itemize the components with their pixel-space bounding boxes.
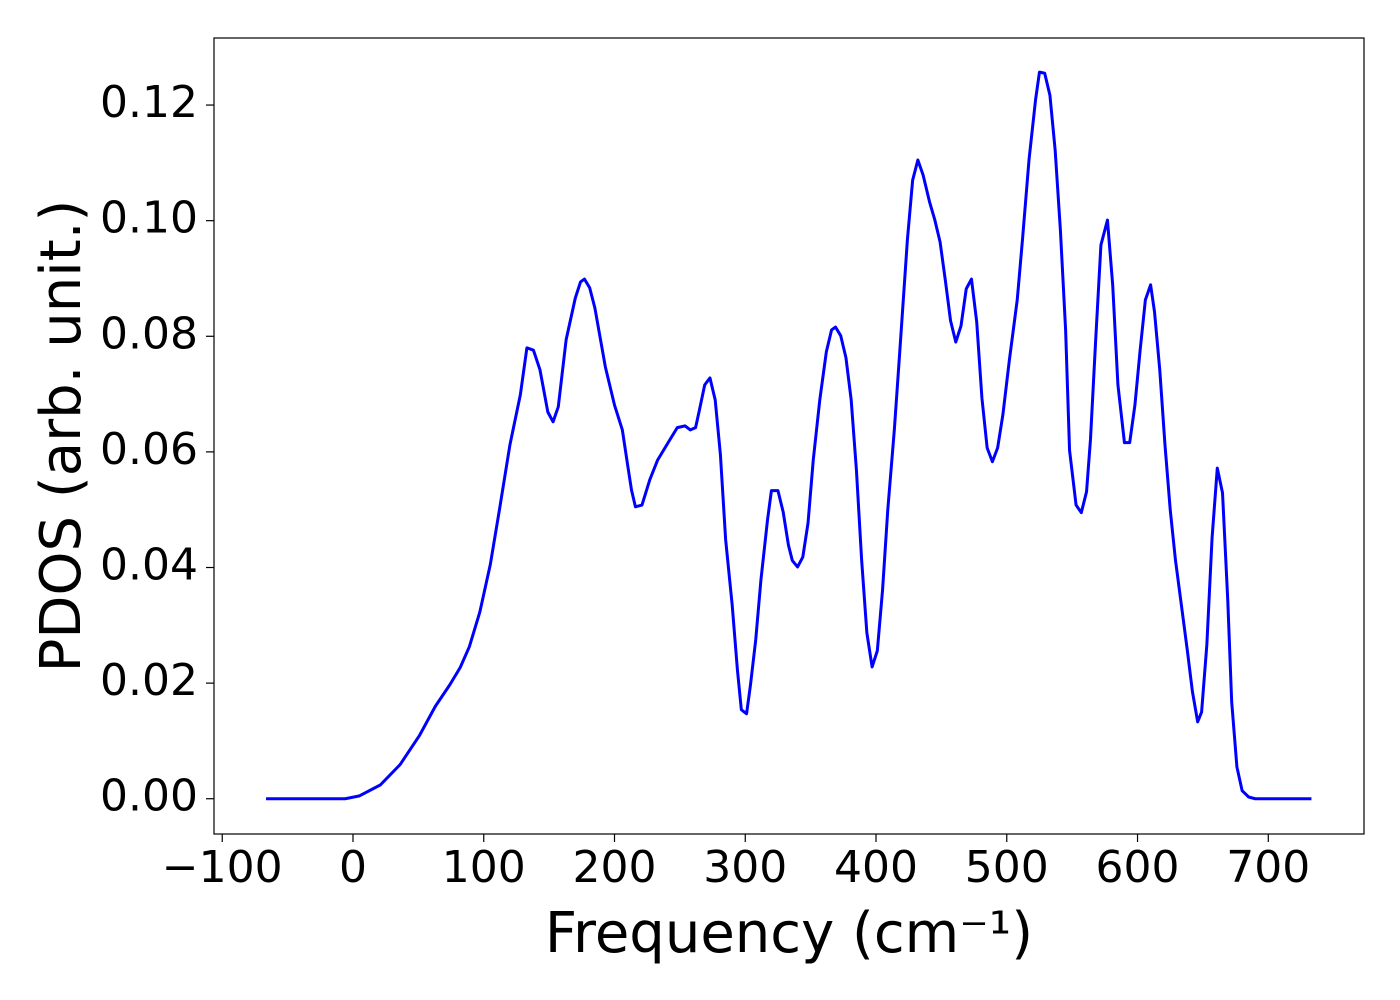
plot-frame bbox=[213, 37, 1365, 835]
y-axis-label: PDOS (arb. unit.) bbox=[29, 200, 94, 673]
x-axis-label: Frequency (cm⁻¹) bbox=[545, 901, 1033, 966]
x-tick-label: 0 bbox=[339, 842, 367, 893]
y-tick-label: 0.08 bbox=[100, 308, 198, 359]
x-tick-label: −100 bbox=[162, 842, 283, 893]
x-tick-label: 400 bbox=[834, 842, 918, 893]
y-tick-label: 0.00 bbox=[100, 771, 198, 822]
x-tick-label: 100 bbox=[442, 842, 526, 893]
x-tick-label: 600 bbox=[1096, 842, 1180, 893]
x-tick-label: 500 bbox=[965, 842, 1049, 893]
x-tick-label: 700 bbox=[1226, 842, 1310, 893]
y-tick-label: 0.10 bbox=[100, 193, 198, 244]
x-tick-label: 300 bbox=[703, 842, 787, 893]
x-tick-label: 200 bbox=[573, 842, 657, 893]
y-tick-label: 0.06 bbox=[100, 424, 198, 475]
pdos-line bbox=[266, 70, 1312, 801]
y-tick-label: 0.12 bbox=[100, 77, 198, 128]
y-tick-label: 0.04 bbox=[100, 540, 198, 591]
y-tick-label: 0.02 bbox=[100, 655, 198, 706]
